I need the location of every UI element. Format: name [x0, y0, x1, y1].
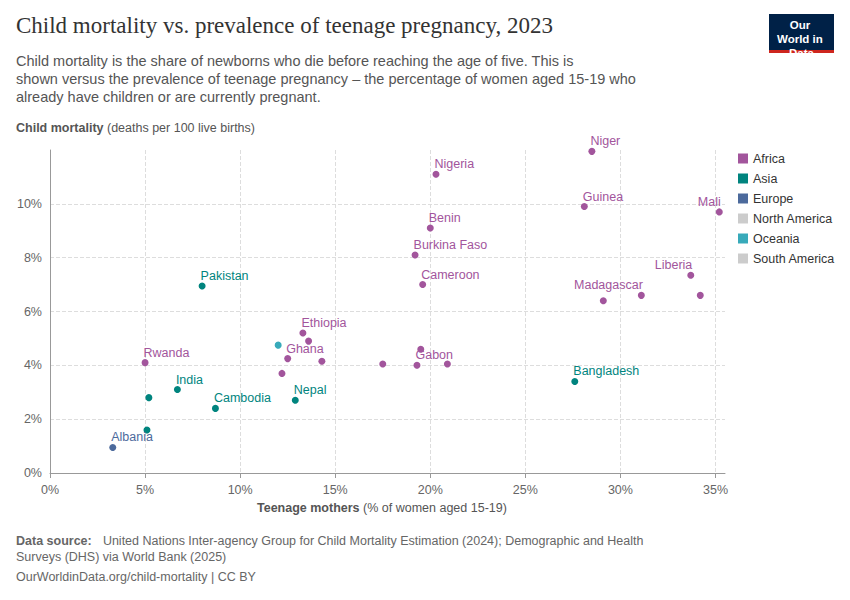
- svg-text:South America: South America: [753, 252, 834, 266]
- svg-text:India: India: [176, 373, 203, 387]
- svg-text:Europe: Europe: [753, 192, 793, 206]
- svg-text:Rwanda: Rwanda: [144, 346, 190, 360]
- svg-text:10%: 10%: [228, 483, 253, 497]
- svg-text:Nepal: Nepal: [294, 383, 327, 397]
- svg-text:0%: 0%: [24, 466, 42, 480]
- svg-text:(% of women aged 15-19): (% of women aged 15-19): [360, 501, 507, 515]
- svg-text:OurWorldinData.org/child-morta: OurWorldinData.org/child-mortality | CC …: [16, 570, 257, 584]
- svg-text:Teenage mothers: Teenage mothers: [257, 501, 360, 515]
- svg-text:Bangladesh: Bangladesh: [573, 364, 639, 378]
- svg-text:2%: 2%: [24, 412, 42, 426]
- svg-text:North America: North America: [753, 212, 832, 226]
- svg-text:15%: 15%: [323, 483, 348, 497]
- svg-text:30%: 30%: [608, 483, 633, 497]
- svg-text:25%: 25%: [513, 483, 538, 497]
- svg-text:Benin: Benin: [429, 211, 461, 225]
- svg-text:Liberia: Liberia: [655, 258, 693, 272]
- svg-text:Ethiopia: Ethiopia: [301, 316, 346, 330]
- svg-text:Gabon: Gabon: [415, 348, 453, 362]
- svg-text:shown versus the prevalence of: shown versus the prevalence of teenage p…: [16, 71, 640, 87]
- svg-text:already have children or are c: already have children or are currently p…: [16, 89, 321, 105]
- svg-text:8%: 8%: [24, 251, 42, 265]
- svg-text:Burkina Faso: Burkina Faso: [414, 238, 488, 252]
- svg-text:Child mortality vs. prevalence: Child mortality vs. prevalence of teenag…: [16, 13, 553, 38]
- svg-text:20%: 20%: [418, 483, 443, 497]
- svg-text:Guinea: Guinea: [583, 190, 623, 204]
- svg-text:Albania: Albania: [111, 430, 153, 444]
- svg-text:Nigeria: Nigeria: [434, 157, 474, 171]
- svg-text:Our: Our: [790, 19, 814, 31]
- svg-text:United Nations Inter-agency Gr: United Nations Inter-agency Group for Ch…: [99, 534, 646, 548]
- svg-text:(deaths per 100 live births): (deaths per 100 live births): [104, 121, 255, 135]
- svg-text:4%: 4%: [24, 358, 42, 372]
- svg-text:Oceania: Oceania: [753, 232, 800, 246]
- svg-text:Child mortality: Child mortality: [16, 121, 104, 135]
- svg-text:Asia: Asia: [753, 172, 777, 186]
- svg-text:Niger: Niger: [590, 134, 620, 148]
- svg-text:World in: World in: [777, 33, 826, 45]
- svg-text:5%: 5%: [136, 483, 154, 497]
- svg-text:Ghana: Ghana: [286, 342, 324, 356]
- svg-text:Cambodia: Cambodia: [214, 391, 271, 405]
- svg-text:Mali: Mali: [698, 195, 721, 209]
- svg-text:Pakistan: Pakistan: [201, 269, 249, 283]
- svg-text:Madagascar: Madagascar: [574, 278, 643, 292]
- svg-text:Cameroon: Cameroon: [421, 268, 479, 282]
- svg-text:Africa: Africa: [753, 152, 785, 166]
- svg-text:35%: 35%: [703, 483, 728, 497]
- svg-text:Data source:: Data source:: [16, 534, 92, 548]
- svg-text:10%: 10%: [17, 197, 42, 211]
- svg-text:0%: 0%: [41, 483, 59, 497]
- svg-text:Data: Data: [789, 47, 815, 59]
- svg-text:Surveys (DHS) via World Bank (: Surveys (DHS) via World Bank (2025): [16, 550, 226, 564]
- svg-text:6%: 6%: [24, 305, 42, 319]
- svg-text:Child mortality is the share o: Child mortality is the share of newborns…: [16, 53, 578, 69]
